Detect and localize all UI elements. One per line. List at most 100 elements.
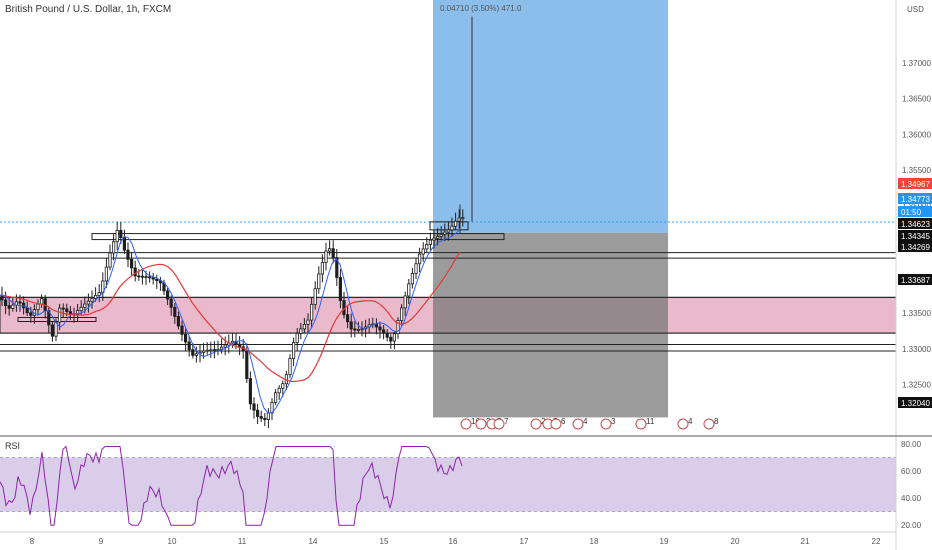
position-tool-label: 0.04710 (3.50%) 471.0 <box>440 4 522 13</box>
rsi-tick-label: 40.00 <box>901 494 922 503</box>
price-tick-label: 1.36500 <box>902 95 931 104</box>
price-label-text: 1.32040 <box>901 399 930 408</box>
moving-average-slow <box>0 251 461 383</box>
candle-body <box>302 324 307 330</box>
candle-body <box>133 267 137 277</box>
event-marker-count: 6 <box>561 417 566 426</box>
price-tick-label: 1.35500 <box>902 166 931 175</box>
candle-body <box>414 263 418 274</box>
candle-body <box>18 301 22 304</box>
stop-area <box>433 232 668 418</box>
candle-body <box>58 307 62 323</box>
candle-body <box>443 231 447 235</box>
candle-body <box>183 333 188 343</box>
rsi-tick-label: 20.00 <box>901 521 922 530</box>
candle-body <box>108 252 112 268</box>
candle-body <box>237 343 242 348</box>
candle-body <box>313 288 317 305</box>
candle-body <box>119 229 123 239</box>
candle-body <box>65 308 69 313</box>
candle-body <box>230 340 234 344</box>
candle-body <box>83 303 87 308</box>
candle-body <box>378 326 382 331</box>
event-marker-count: 16 <box>471 417 480 426</box>
candle-body <box>385 332 389 338</box>
price-label-box <box>898 274 932 285</box>
candle-body <box>79 306 83 311</box>
candle-body <box>403 295 407 309</box>
candle-body <box>50 324 55 337</box>
candle-body <box>180 325 184 335</box>
candle-body <box>169 298 173 308</box>
candle-body <box>223 344 227 348</box>
time-tick-label: 11 <box>238 537 247 546</box>
time-tick-label: 20 <box>731 537 740 546</box>
price-label-text: 1.34345 <box>901 232 930 241</box>
candle-body <box>47 310 51 326</box>
candle-body <box>29 312 33 316</box>
price-label-text: 1.34269 <box>901 243 930 252</box>
candle-body <box>360 328 364 331</box>
event-marker-icon <box>703 418 715 430</box>
candle-body <box>299 328 303 334</box>
time-tick-label: 10 <box>168 537 177 546</box>
price-label-text: 1.34773 <box>901 195 930 204</box>
candle-body <box>165 290 170 300</box>
candle-body <box>439 233 443 237</box>
event-marker-icon <box>600 418 612 430</box>
candle-body <box>392 333 397 342</box>
price-label-text: 1.34967 <box>901 180 930 189</box>
moving-average-fast <box>0 229 461 414</box>
price-label-box <box>898 206 932 217</box>
candle-body <box>277 387 281 394</box>
event-marker-icon <box>493 418 505 430</box>
candle-body <box>219 346 224 350</box>
candle-body <box>331 248 335 259</box>
candle-body <box>40 298 44 305</box>
event-marker-icon <box>572 418 584 430</box>
event-marker-icon <box>635 418 647 430</box>
candle-body <box>205 349 209 352</box>
candle-body <box>61 307 65 310</box>
price-label-box <box>898 193 932 204</box>
candle-body <box>353 328 357 331</box>
rsi-band <box>0 457 896 512</box>
candle-body <box>320 262 325 275</box>
candle-body <box>259 416 263 419</box>
event-marker-icon <box>677 418 689 430</box>
candle-body <box>4 299 8 307</box>
candle-body <box>374 323 379 328</box>
candle-body <box>90 297 94 302</box>
candle-body <box>450 225 454 231</box>
candle-body <box>140 275 144 278</box>
price-label-box <box>898 397 932 408</box>
currency-label: USD <box>907 5 924 14</box>
price-label-text: 1.33687 <box>901 276 930 285</box>
candle-body <box>461 217 465 220</box>
event-marker-icon <box>550 418 562 430</box>
rsi-line <box>0 445 463 526</box>
resistance-box <box>91 233 505 241</box>
candle-body <box>187 341 191 351</box>
candle-body <box>263 417 267 420</box>
time-tick-label: 14 <box>309 537 318 546</box>
candle-body <box>324 250 328 263</box>
event-marker-count: 3 <box>611 417 616 426</box>
candle-body <box>144 276 148 278</box>
candle-body <box>7 305 11 309</box>
candle-body <box>417 253 422 265</box>
price-label-box <box>898 218 932 229</box>
candle-body <box>137 275 141 278</box>
candle-body <box>399 307 404 321</box>
candle-body <box>317 273 321 290</box>
event-marker-icon <box>475 418 487 430</box>
candle-body <box>428 239 433 245</box>
candle-body <box>389 336 393 342</box>
event-marker-count: 11 <box>646 417 655 426</box>
price-label-text: 01:50 <box>901 208 922 217</box>
candle-body <box>407 283 411 297</box>
target-area <box>433 0 668 233</box>
time-tick-label: 22 <box>872 537 881 546</box>
candle-body <box>266 412 271 420</box>
